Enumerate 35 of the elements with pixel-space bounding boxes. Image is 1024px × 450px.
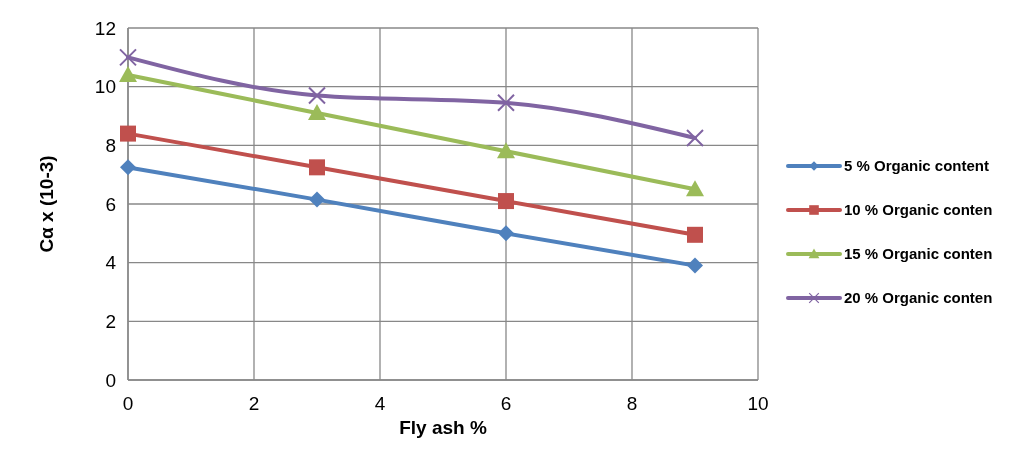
point [119, 65, 137, 82]
y-tick-label: 2 [105, 310, 116, 332]
y-axis-title: Cα x (10-3) [36, 155, 57, 253]
x-tick-label: 8 [626, 393, 638, 414]
point [497, 142, 515, 159]
y-tick-label: 4 [105, 252, 117, 274]
point [120, 125, 136, 142]
point [308, 86, 326, 105]
point [308, 104, 326, 121]
point [120, 159, 136, 176]
point [497, 93, 515, 112]
x-tick-label: 0 [122, 393, 134, 414]
y-tick-label: 0 [105, 369, 116, 391]
legend-label: 10 % Organic conten [844, 201, 993, 219]
point [498, 225, 514, 242]
point [686, 129, 704, 147]
x-axis-title: Fly ash % [399, 417, 487, 438]
legend-label: 20 % Organic conten [844, 289, 993, 307]
x-tick-label: 2 [248, 393, 260, 414]
point [687, 257, 703, 274]
x-tick-label: 10 [747, 393, 769, 414]
y-tick-label: 6 [105, 193, 116, 215]
point [119, 48, 137, 67]
point [498, 193, 514, 210]
y-tick-label: 10 [94, 76, 116, 98]
x-tick-label: 6 [500, 393, 512, 414]
point [309, 159, 325, 176]
legend-label: 15 % Organic conten [844, 245, 993, 263]
y-tick-label: 12 [94, 17, 116, 39]
point [309, 191, 325, 208]
point [686, 180, 704, 197]
y-tick-label: 8 [105, 134, 116, 156]
legend-label: 5 % Organic content [844, 157, 990, 175]
x-tick-label: 4 [374, 393, 386, 414]
point [687, 226, 703, 243]
